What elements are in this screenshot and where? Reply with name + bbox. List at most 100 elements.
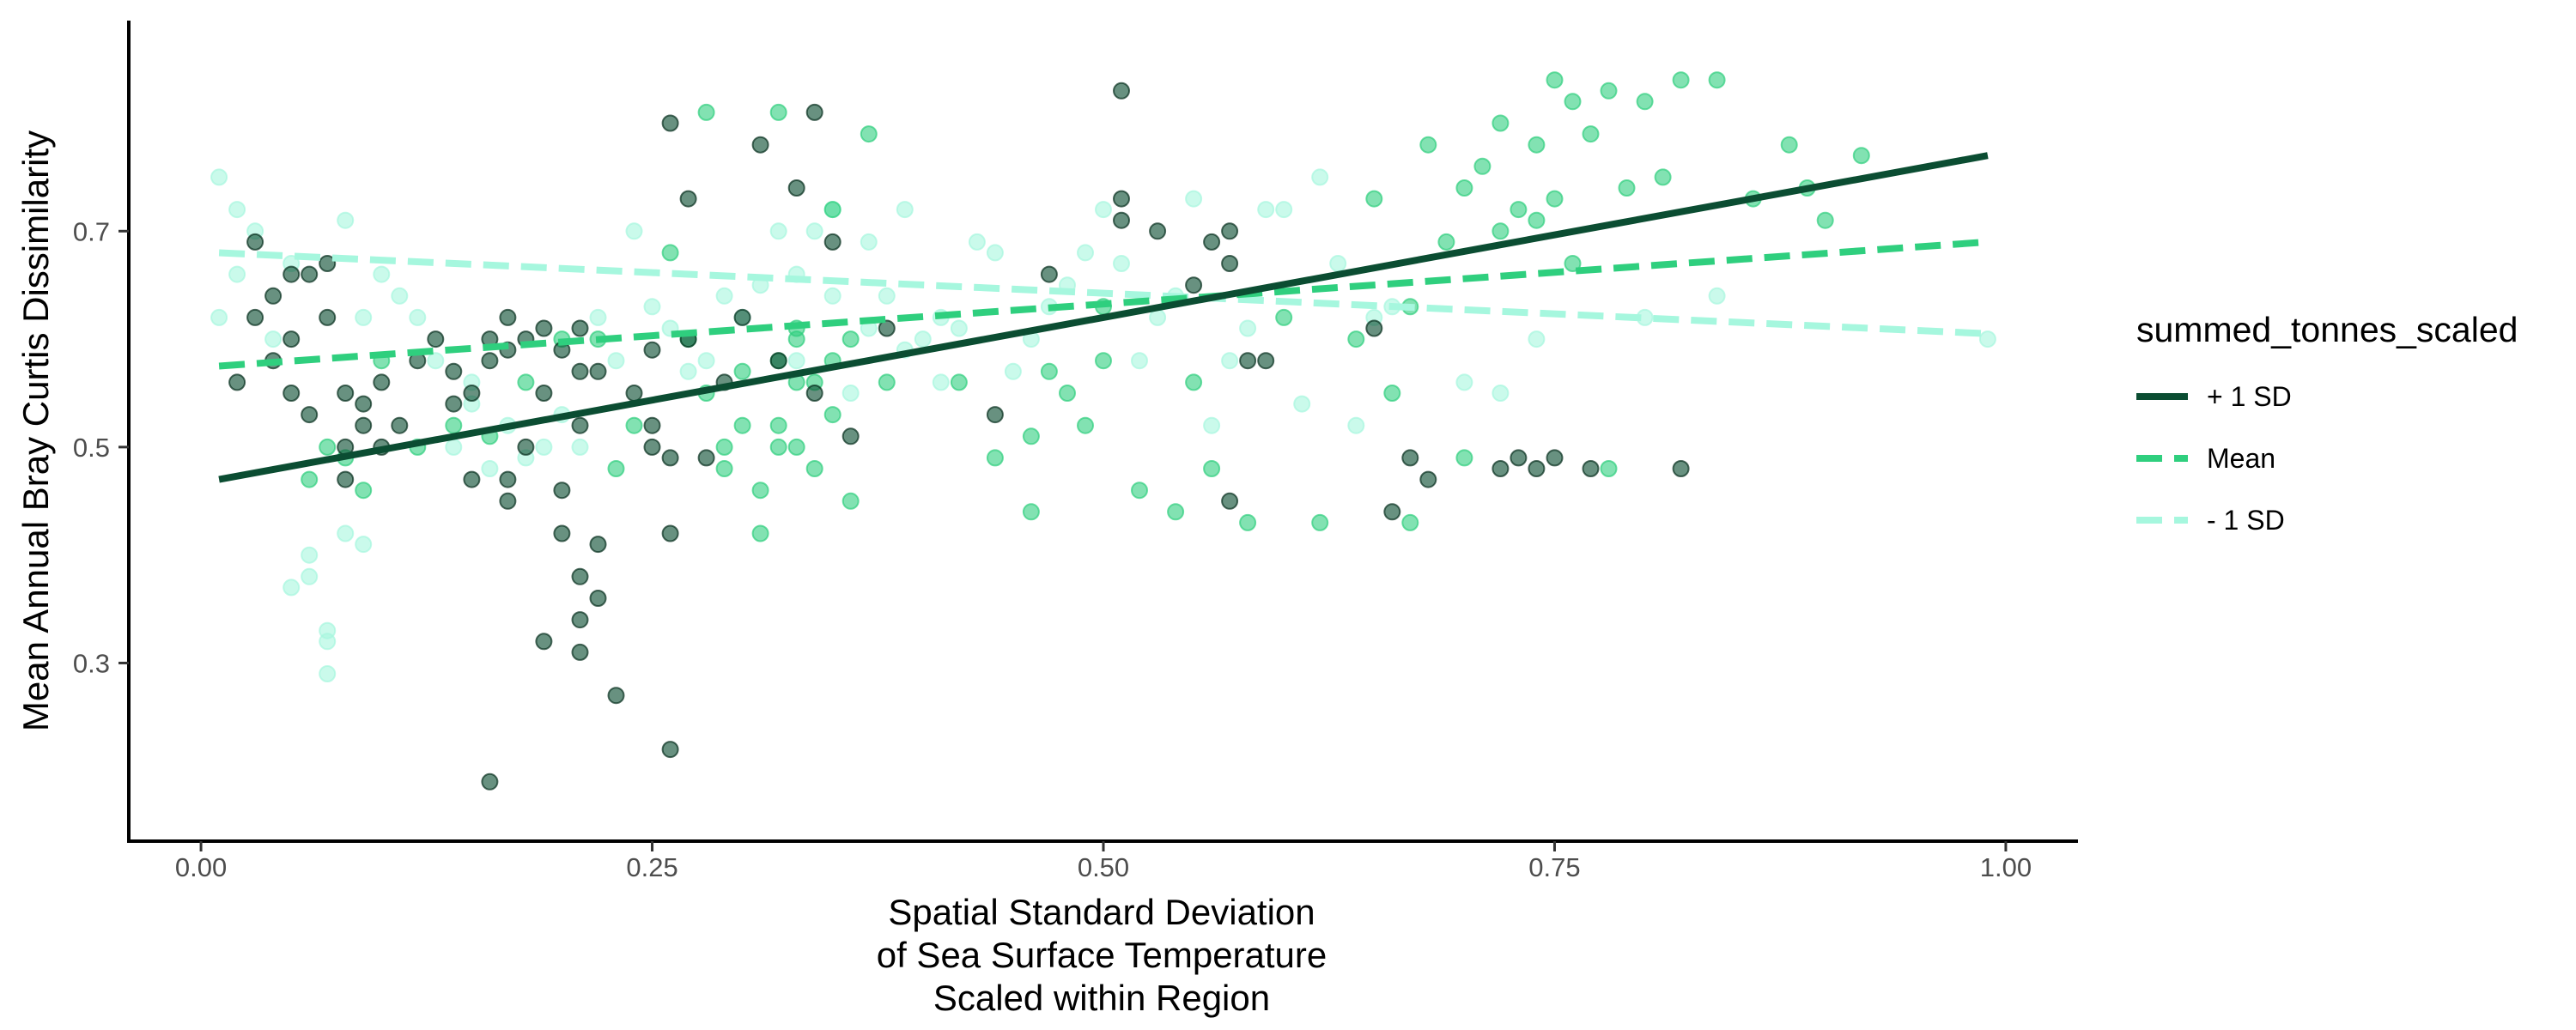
scatter-point — [355, 536, 373, 554]
scatter-point — [517, 438, 535, 456]
scatter-point — [1528, 211, 1546, 229]
scatter-point — [1492, 222, 1510, 240]
scatter-point — [517, 373, 535, 391]
scatter-point — [589, 308, 607, 326]
scatter-point — [769, 352, 787, 370]
scatter-point — [878, 287, 896, 305]
scatter-point — [1365, 319, 1383, 337]
scatter-point — [787, 352, 805, 370]
scatter-point — [1383, 385, 1401, 402]
scatter-point — [679, 190, 697, 208]
scatter-point — [697, 352, 715, 370]
scatter-point — [1365, 190, 1383, 208]
scatter-point — [841, 492, 860, 510]
scatter-point — [733, 362, 751, 380]
scatter-point — [409, 308, 427, 326]
scatter-point — [805, 222, 823, 240]
scatter-point — [499, 308, 517, 326]
scatter-point — [787, 438, 805, 456]
scatter-point — [1131, 482, 1148, 500]
scatter-point — [860, 125, 878, 143]
scatter-point — [463, 470, 481, 488]
scatter-point — [769, 222, 787, 240]
scatter-point — [1113, 211, 1130, 229]
scatter-point — [1564, 93, 1582, 111]
scatter-point — [319, 438, 337, 456]
scatter-point — [751, 482, 769, 500]
scatter-point — [1347, 330, 1365, 348]
scatter-point — [1528, 330, 1546, 348]
scatter-point — [841, 330, 860, 348]
scatter-point — [1852, 147, 1870, 165]
scatter-point — [1600, 82, 1618, 100]
scatter-point — [769, 438, 787, 456]
legend-label: + 1 SD — [2207, 381, 2292, 412]
scatter-point — [427, 352, 445, 370]
scatter-point — [301, 406, 319, 424]
scatter-point — [1329, 255, 1347, 272]
scatter-point — [1510, 449, 1528, 467]
scatter-point — [246, 308, 264, 326]
scatter-point — [535, 319, 553, 337]
scatter-point — [246, 233, 264, 251]
y-tick-label: 0.7 — [73, 216, 110, 246]
scatter-point — [661, 114, 679, 132]
scatter-point — [1149, 308, 1167, 326]
scatter-point — [733, 416, 751, 434]
scatter-point — [1582, 125, 1600, 143]
scatter-point — [896, 201, 914, 219]
scatter-point — [355, 308, 373, 326]
trend-lines-layer — [218, 152, 1989, 483]
scatter-point — [1221, 352, 1239, 370]
scatter-point — [1708, 71, 1726, 89]
scatter-point — [391, 416, 409, 434]
legend: summed_tonnes_scaled + 1 SD Mean - 1 SD — [2136, 310, 2518, 536]
scatter-point — [715, 287, 733, 305]
scatter-point — [1095, 201, 1112, 219]
scatter-point — [445, 362, 463, 380]
scatter-point — [535, 385, 553, 402]
scatter-point — [319, 621, 337, 639]
x-axis-title-line-1: Spatial Standard Deviation — [888, 892, 1315, 932]
scatter-point — [823, 201, 841, 219]
scatter-point — [1185, 373, 1203, 391]
scatter-point — [1654, 168, 1672, 186]
scatter-point — [337, 385, 355, 402]
scatter-point — [697, 103, 715, 121]
scatter-point — [1185, 190, 1203, 208]
scatter-point — [1239, 513, 1257, 531]
scatter-point — [986, 449, 1004, 467]
scatter-point — [1113, 255, 1130, 272]
scatter-point — [1185, 276, 1203, 294]
trend-line — [218, 249, 1989, 337]
scatter-point — [301, 265, 319, 283]
scatter-point — [1203, 460, 1221, 477]
scatter-point — [228, 201, 246, 219]
scatter-point — [823, 287, 841, 305]
scatter-point — [1510, 201, 1528, 219]
scatter-point — [878, 319, 896, 337]
scatter-point — [679, 362, 697, 380]
scatter-point — [283, 385, 301, 402]
scatter-point — [1113, 190, 1130, 208]
scatter-point — [625, 385, 643, 402]
scatter-point — [337, 470, 355, 488]
scatter-point — [301, 546, 319, 564]
scatter-point — [1077, 244, 1094, 262]
scatter-point — [571, 416, 589, 434]
scatter-point — [1636, 93, 1654, 111]
scatter-point — [1167, 503, 1185, 521]
scatter-point — [823, 406, 841, 424]
scatter-point — [1149, 222, 1167, 240]
scatter-point — [643, 298, 661, 316]
scatter-point — [1437, 233, 1455, 251]
y-axis-title: Mean Annual Bray Curtis Dissimilarity — [15, 130, 56, 731]
scatter-point — [1257, 201, 1275, 219]
x-tick-label: 1.00 — [1980, 852, 2032, 882]
scatter-point — [571, 438, 589, 456]
scatter-point — [210, 308, 228, 326]
scatter-point — [319, 308, 337, 326]
scatter-point — [643, 416, 661, 434]
scatter-point — [805, 460, 823, 477]
